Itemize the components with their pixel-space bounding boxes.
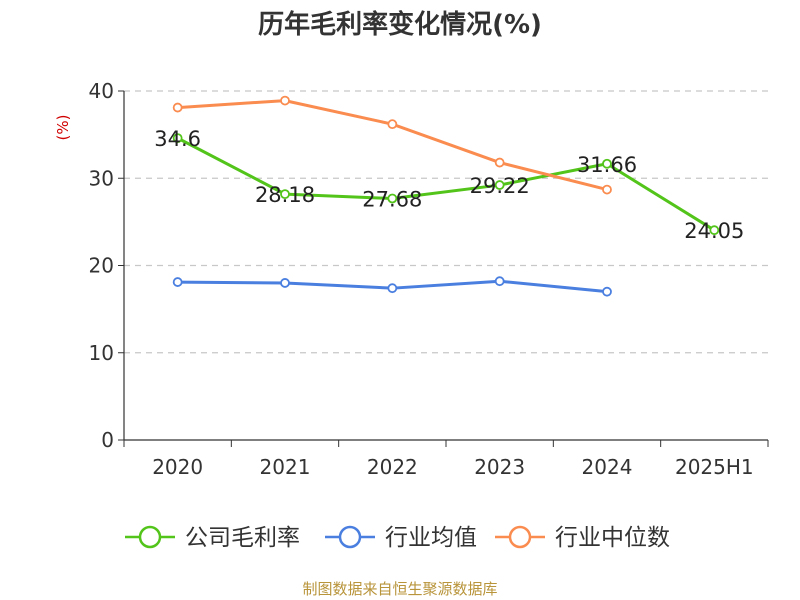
data-point-0	[602, 158, 612, 169]
data-point-0	[494, 180, 505, 190]
series-line-0	[176, 136, 716, 232]
legend-marker-1	[338, 525, 362, 549]
data-point-2	[172, 102, 183, 113]
x-tick-label: 2022	[367, 455, 418, 479]
data-label: 31.66	[577, 153, 637, 177]
data-point-1	[172, 277, 183, 287]
data-point-1	[494, 276, 505, 287]
data-label: 29.22	[470, 174, 530, 198]
y-tick-label: 40	[89, 79, 114, 103]
data-point-1	[602, 286, 612, 297]
data-point-0	[280, 189, 290, 200]
legend-label-2: 行业中位数	[555, 525, 670, 551]
data-point-0	[709, 225, 720, 236]
data-point-1	[387, 283, 398, 294]
data-label: 24.05	[684, 219, 744, 243]
data-point-1	[280, 278, 290, 288]
data-point-2	[602, 184, 612, 195]
legend-label-1: 行业均值	[385, 525, 477, 551]
x-tick-label: 2024	[582, 455, 633, 479]
x-tick-label: 2020	[152, 455, 203, 479]
y-tick-label: 10	[89, 341, 114, 365]
data-point-0	[172, 133, 183, 144]
y-tick-label: 0	[101, 428, 114, 452]
data-label: 27.68	[362, 187, 422, 211]
chart-title: 历年毛利率变化情况(%)	[258, 10, 542, 40]
data-point-2	[280, 95, 290, 106]
legend-marker-0	[138, 525, 162, 549]
x-tick-label: 2025H1	[675, 455, 754, 479]
y-axis-label: (%)	[54, 115, 72, 141]
data-label: 34.6	[154, 127, 201, 151]
data-point-2	[387, 119, 398, 130]
data-point-0	[387, 193, 398, 204]
y-tick-label: 20	[89, 254, 114, 278]
x-tick-label: 2023	[474, 455, 525, 479]
legend-marker-2	[508, 525, 532, 549]
data-label: 28.18	[255, 183, 315, 207]
source-note: 制图数据来自恒生聚源数据库	[302, 580, 498, 598]
x-tick-label: 2021	[260, 455, 311, 479]
legend-label-0: 公司毛利率	[185, 525, 300, 551]
y-tick-label: 30	[89, 166, 114, 190]
data-point-2	[494, 157, 505, 168]
